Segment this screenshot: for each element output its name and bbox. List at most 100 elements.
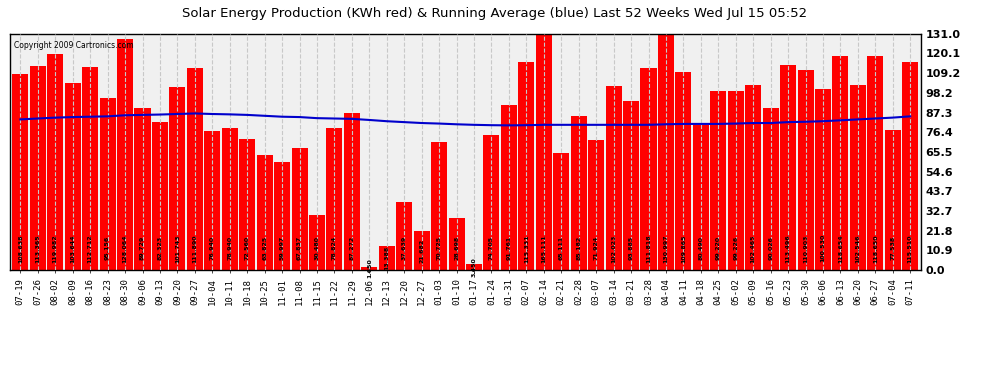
Bar xyxy=(710,91,727,270)
Bar xyxy=(623,100,640,270)
Bar xyxy=(867,56,883,270)
Bar xyxy=(30,66,46,270)
Text: 128.064: 128.064 xyxy=(123,234,128,262)
Bar xyxy=(448,218,464,270)
Bar xyxy=(291,148,308,270)
Text: 77.538: 77.538 xyxy=(890,236,895,261)
Text: 93.885: 93.885 xyxy=(629,236,634,261)
Bar xyxy=(849,85,866,270)
Text: 110.903: 110.903 xyxy=(803,234,808,262)
Bar xyxy=(240,139,255,270)
Text: 37.639: 37.639 xyxy=(402,236,407,261)
Text: 89.729: 89.729 xyxy=(140,236,145,261)
Text: 99.226: 99.226 xyxy=(734,236,739,261)
Text: 113.365: 113.365 xyxy=(36,234,41,262)
Text: 95.156: 95.156 xyxy=(105,236,110,261)
Bar xyxy=(833,56,848,270)
Bar xyxy=(12,74,29,270)
Text: 102.546: 102.546 xyxy=(855,234,860,262)
Bar xyxy=(902,62,919,270)
Text: 101.743: 101.743 xyxy=(175,234,180,262)
Bar xyxy=(658,34,674,270)
Text: 111.818: 111.818 xyxy=(646,234,651,262)
Text: 102.465: 102.465 xyxy=(750,234,755,262)
Text: 13.388: 13.388 xyxy=(384,246,389,270)
Bar xyxy=(728,91,743,270)
Text: 71.924: 71.924 xyxy=(594,236,599,261)
Bar xyxy=(570,116,587,270)
Bar xyxy=(762,108,779,270)
Bar xyxy=(588,140,604,270)
Bar xyxy=(82,67,98,270)
Text: 165.111: 165.111 xyxy=(542,234,546,262)
Bar xyxy=(536,0,551,270)
Bar xyxy=(361,267,377,270)
Bar xyxy=(64,83,81,270)
Text: 30.480: 30.480 xyxy=(315,236,320,260)
Bar xyxy=(256,155,272,270)
Text: 99.220: 99.220 xyxy=(716,236,721,260)
Text: 78.824: 78.824 xyxy=(332,236,337,261)
Bar xyxy=(222,128,238,270)
Text: 72.560: 72.560 xyxy=(245,236,249,260)
Text: 119.982: 119.982 xyxy=(52,234,57,262)
Bar xyxy=(151,122,168,270)
Bar xyxy=(780,65,796,270)
Bar xyxy=(675,72,691,270)
Bar xyxy=(379,246,395,270)
Text: 59.997: 59.997 xyxy=(279,236,284,261)
Bar xyxy=(553,153,569,270)
Text: 67.837: 67.837 xyxy=(297,236,302,261)
Bar xyxy=(309,215,325,270)
Text: 28.698: 28.698 xyxy=(454,236,459,261)
Bar xyxy=(641,68,656,270)
Text: 80.490: 80.490 xyxy=(698,236,703,260)
Text: 85.182: 85.182 xyxy=(576,236,581,261)
Text: 90.026: 90.026 xyxy=(768,236,773,260)
Text: 82.323: 82.323 xyxy=(157,236,162,261)
Text: 78.940: 78.940 xyxy=(228,236,233,260)
Text: 1.650: 1.650 xyxy=(367,259,372,278)
Text: 100.530: 100.530 xyxy=(821,234,826,262)
Text: Solar Energy Production (KWh red) & Running Average (blue) Last 52 Weeks Wed Jul: Solar Energy Production (KWh red) & Runn… xyxy=(182,8,808,21)
Text: 76.940: 76.940 xyxy=(210,236,215,260)
Bar xyxy=(414,231,430,270)
Text: 115.510: 115.510 xyxy=(908,234,913,262)
Text: 65.111: 65.111 xyxy=(558,236,563,261)
Text: 63.825: 63.825 xyxy=(262,236,267,261)
Bar xyxy=(204,131,221,270)
Text: 3.450: 3.450 xyxy=(471,257,476,277)
Text: 21.682: 21.682 xyxy=(419,238,424,262)
Bar xyxy=(815,89,831,270)
Bar xyxy=(501,105,517,270)
Bar xyxy=(885,130,901,270)
Text: 113.496: 113.496 xyxy=(786,234,791,262)
Text: 130.997: 130.997 xyxy=(663,234,668,262)
Bar xyxy=(519,62,535,270)
Text: 112.712: 112.712 xyxy=(88,234,93,262)
Text: 70.725: 70.725 xyxy=(437,236,442,260)
Text: 118.650: 118.650 xyxy=(873,234,878,262)
Text: 111.890: 111.890 xyxy=(192,234,197,262)
Text: 103.644: 103.644 xyxy=(70,234,75,262)
Bar xyxy=(327,128,343,270)
Bar xyxy=(117,39,133,270)
Bar xyxy=(431,142,447,270)
Bar xyxy=(187,68,203,270)
Text: 108.638: 108.638 xyxy=(18,234,23,262)
Bar xyxy=(693,125,709,270)
Bar xyxy=(483,135,500,270)
Bar xyxy=(135,108,150,270)
Bar xyxy=(344,112,360,270)
Bar xyxy=(169,87,185,270)
Text: 74.705: 74.705 xyxy=(489,236,494,260)
Text: Copyright 2009 Cartronics.com: Copyright 2009 Cartronics.com xyxy=(15,41,134,50)
Text: 118.654: 118.654 xyxy=(838,234,842,262)
Text: 109.865: 109.865 xyxy=(681,234,686,262)
Bar xyxy=(48,54,63,270)
Bar xyxy=(466,264,482,270)
Text: 102.023: 102.023 xyxy=(611,234,616,262)
Bar xyxy=(100,98,116,270)
Bar xyxy=(396,202,412,270)
Text: 91.761: 91.761 xyxy=(507,236,512,261)
